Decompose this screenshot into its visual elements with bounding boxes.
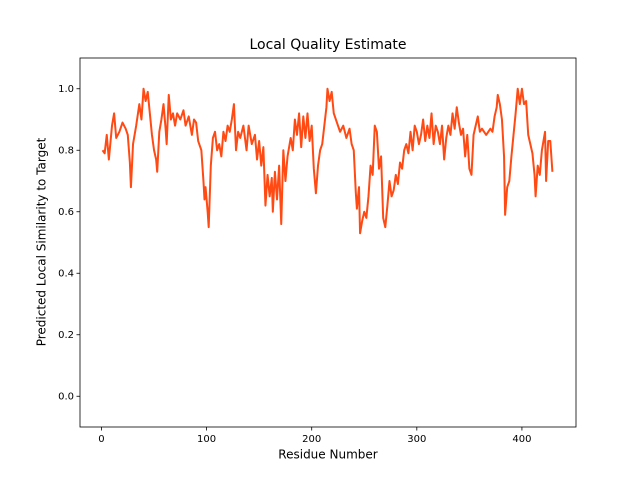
y-tick-label: 0.8 [58,145,74,156]
data-line [101,87,554,235]
x-tick-label: 100 [197,434,216,445]
x-tick-label: 300 [407,434,426,445]
plot-frame [79,57,577,428]
x-tick-label: 400 [512,434,531,445]
x-tick-label: 0 [98,434,104,445]
y-tick-label: 0.2 [58,330,74,341]
chart-title: Local Quality Estimate [249,37,406,53]
y-axis-label: Predicted Local Similarity to Target [35,137,49,346]
y-tick-label: 0.4 [58,268,74,279]
y-tick-label: 0.0 [58,391,74,402]
x-tick-label: 200 [302,434,321,445]
y-tick-label: 0.6 [58,207,74,218]
y-tick-label: 1.0 [58,84,74,95]
x-axis-label: Residue Number [278,448,377,462]
